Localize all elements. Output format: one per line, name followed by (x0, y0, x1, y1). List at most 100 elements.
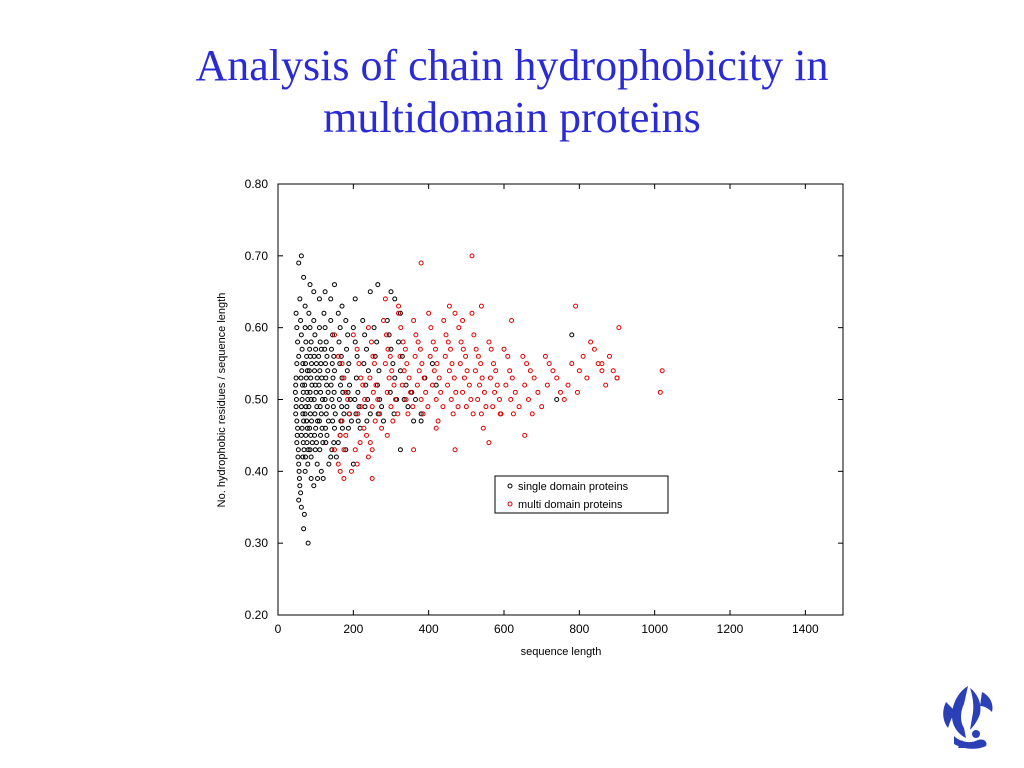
multi-domain-point (478, 303, 484, 309)
data-points (292, 253, 665, 546)
multi-domain-point (343, 389, 349, 395)
multi-domain-point (418, 260, 424, 266)
multi-domain-point (367, 440, 373, 446)
multi-domain-point (337, 432, 343, 438)
single-domain-point (294, 432, 300, 438)
multi-domain-point (458, 339, 464, 345)
single-domain-point (296, 260, 302, 266)
multi-domain-point (616, 325, 622, 331)
multi-domain-point (494, 382, 500, 388)
multi-domain-point (348, 468, 354, 474)
x-axis-ticks: 0 200 400 600 800 1000 1200 1400 (275, 184, 819, 636)
multi-domain-point (461, 375, 467, 381)
single-domain-point (316, 382, 322, 388)
multi-domain-point (397, 353, 403, 359)
multi-domain-point (478, 411, 484, 417)
multi-domain-point (332, 447, 337, 453)
single-domain-point (302, 303, 308, 309)
single-domain-point (317, 339, 323, 345)
single-domain-point (303, 432, 309, 438)
single-domain-point (317, 368, 323, 374)
single-domain-point (318, 361, 324, 367)
multi-domain-point (440, 404, 446, 410)
multi-domain-point (341, 476, 347, 482)
multi-domain-point (452, 447, 458, 453)
multi-domain-point (550, 368, 556, 374)
legend: single domain proteins multi domain prot… (494, 475, 669, 514)
multi-domain-point (362, 397, 368, 402)
single-domain-point (328, 382, 334, 388)
multi-domain-point (453, 389, 459, 395)
single-domain-point (324, 404, 330, 410)
multi-domain-point (393, 397, 399, 402)
single-domain-point (367, 411, 373, 417)
single-domain-point (298, 317, 304, 323)
single-domain-point (352, 296, 358, 302)
single-domain-point (305, 461, 311, 467)
single-domain-point (311, 353, 317, 359)
single-domain-point (339, 425, 345, 431)
multi-domain-point (400, 339, 406, 345)
multi-domain-point (483, 404, 489, 410)
single-domain-point (312, 432, 318, 438)
multi-domain-point (481, 389, 487, 395)
single-domain-point (296, 497, 302, 503)
multi-domain-point (399, 382, 405, 388)
single-domain-point (375, 411, 381, 417)
single-domain-point (306, 310, 312, 316)
multi-domain-point (343, 432, 349, 438)
y-tick-label: 0.80 (245, 177, 269, 191)
single-domain-point (325, 418, 331, 424)
y-tick-label: 0.70 (245, 249, 269, 263)
single-domain-point (371, 325, 377, 331)
multi-domain-point (657, 389, 663, 395)
single-domain-point (294, 325, 300, 331)
multi-domain-point (335, 353, 341, 359)
single-domain-point (304, 440, 310, 446)
multi-domain-point (389, 368, 395, 374)
single-domain-point (293, 411, 299, 417)
multi-domain-point (398, 325, 404, 331)
multi-domain-point (456, 325, 462, 331)
y-tick-label: 0.50 (245, 393, 269, 407)
multi-domain-point (341, 375, 347, 381)
multi-domain-point (415, 339, 421, 345)
single-domain-point (332, 411, 338, 417)
x-tick-label: 1200 (717, 622, 744, 636)
multi-domain-point (503, 382, 509, 388)
single-domain-point (332, 425, 337, 431)
single-domain-point (296, 476, 302, 482)
multi-domain-point (445, 339, 451, 345)
single-domain-point (333, 454, 339, 460)
single-domain-point (330, 332, 336, 338)
multi-domain-point (370, 389, 376, 395)
single-domain-point (297, 483, 303, 489)
single-domain-point (363, 382, 369, 388)
multi-domain-point (385, 346, 391, 352)
single-domain-point (295, 425, 301, 431)
single-domain-point (295, 454, 301, 460)
single-domain-point (418, 418, 424, 424)
single-domain-point (312, 411, 318, 417)
multi-domain-point (382, 361, 388, 367)
multi-domain-point (429, 382, 435, 388)
single-domain-point (311, 397, 317, 402)
x-tick-label: 0 (275, 622, 282, 636)
multi-domain-point (477, 382, 483, 388)
multi-domain-point (445, 382, 450, 388)
multi-domain-point (332, 332, 337, 338)
single-domain-point (295, 447, 301, 453)
single-domain-point (386, 332, 392, 338)
single-domain-point (346, 361, 352, 367)
single-domain-point (308, 454, 314, 460)
single-domain-point (316, 418, 322, 424)
multi-domain-point (443, 332, 449, 338)
single-domain-point (345, 332, 351, 338)
multi-domain-point (522, 382, 528, 388)
single-domain-point (329, 361, 335, 367)
multi-domain-point (345, 397, 351, 402)
multi-domain-point (408, 389, 414, 395)
multi-domain-point (460, 317, 466, 323)
single-domain-point (325, 389, 331, 395)
